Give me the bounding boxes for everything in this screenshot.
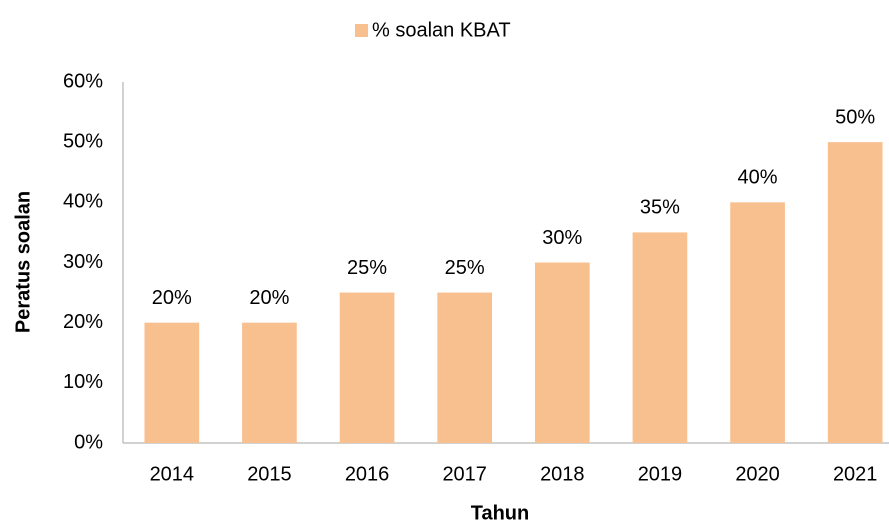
bar xyxy=(242,322,297,443)
data-label: 30% xyxy=(542,227,582,249)
data-label: 25% xyxy=(445,257,485,279)
x-axis-title: Tahun xyxy=(471,502,530,524)
data-label: 35% xyxy=(640,197,680,219)
x-tick-label: 2015 xyxy=(247,463,292,485)
bar xyxy=(144,322,200,443)
data-label: 20% xyxy=(152,287,192,309)
y-tick-label: 60% xyxy=(63,70,103,92)
y-axis-title: Peratus soalan xyxy=(12,191,34,333)
bar xyxy=(827,142,883,443)
data-label: 50% xyxy=(835,106,875,128)
x-tick-label: 2021 xyxy=(833,463,878,485)
data-label: 20% xyxy=(249,287,289,309)
y-tick-label: 40% xyxy=(63,191,103,213)
legend-label: % soalan KBAT xyxy=(372,19,511,41)
x-tick-label: 2016 xyxy=(345,463,390,485)
x-tick-label: 2020 xyxy=(735,463,780,485)
data-label: 40% xyxy=(738,167,778,189)
bar xyxy=(339,292,395,443)
y-tick-label: 10% xyxy=(63,371,103,393)
x-tick-label: 2018 xyxy=(540,463,585,485)
bar xyxy=(730,202,785,443)
legend-swatch xyxy=(355,24,368,37)
y-tick-label: 30% xyxy=(63,251,103,273)
y-tick-label: 50% xyxy=(63,130,103,152)
x-tick-label: 2014 xyxy=(150,463,195,485)
x-tick-label: 2019 xyxy=(638,463,683,485)
bar xyxy=(632,232,688,443)
y-tick-label: 0% xyxy=(74,431,103,453)
bar xyxy=(534,262,590,443)
data-label: 25% xyxy=(347,257,387,279)
y-tick-label: 20% xyxy=(63,311,103,333)
x-tick-label: 2017 xyxy=(442,463,487,485)
bar xyxy=(437,292,493,443)
